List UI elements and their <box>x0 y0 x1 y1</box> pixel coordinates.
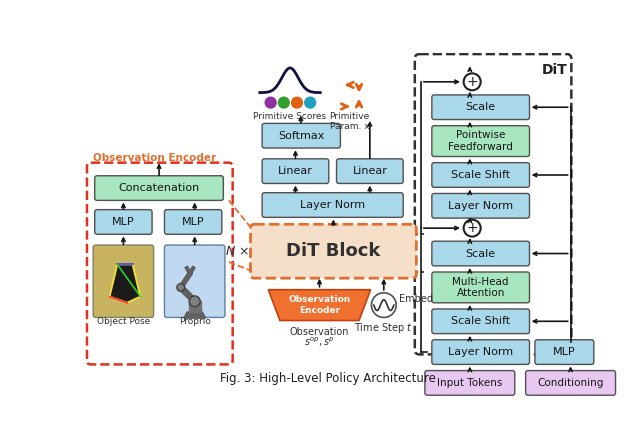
FancyBboxPatch shape <box>432 272 529 303</box>
Circle shape <box>292 97 303 108</box>
FancyBboxPatch shape <box>432 162 529 187</box>
FancyBboxPatch shape <box>432 309 529 334</box>
FancyBboxPatch shape <box>432 126 529 156</box>
Text: Layer Norm: Layer Norm <box>300 200 365 210</box>
Text: Linear: Linear <box>353 166 387 176</box>
Text: Fig. 3: High-Level Policy Architecture: Fig. 3: High-Level Policy Architecture <box>220 372 436 385</box>
FancyBboxPatch shape <box>262 193 403 217</box>
FancyBboxPatch shape <box>262 124 340 148</box>
Text: DiT: DiT <box>542 64 568 78</box>
Circle shape <box>177 283 184 291</box>
FancyBboxPatch shape <box>432 340 529 364</box>
Text: Object Pose: Object Pose <box>97 317 150 326</box>
FancyBboxPatch shape <box>95 176 223 201</box>
FancyBboxPatch shape <box>432 95 529 120</box>
FancyBboxPatch shape <box>525 371 616 395</box>
FancyBboxPatch shape <box>93 245 154 318</box>
Text: Conditioning: Conditioning <box>538 378 604 388</box>
Text: Softmax: Softmax <box>278 131 324 141</box>
Text: $N$ ×: $N$ × <box>225 245 249 258</box>
FancyBboxPatch shape <box>95 210 152 234</box>
Circle shape <box>278 97 289 108</box>
Text: Scale: Scale <box>466 102 496 112</box>
Text: Observation
Encoder: Observation Encoder <box>289 295 351 315</box>
Circle shape <box>371 293 396 318</box>
Text: MLP: MLP <box>112 217 134 227</box>
FancyBboxPatch shape <box>164 245 225 318</box>
Text: Observation: Observation <box>290 328 349 337</box>
Circle shape <box>463 219 481 237</box>
Polygon shape <box>189 301 201 312</box>
Circle shape <box>265 97 276 108</box>
Text: Scale Shift: Scale Shift <box>451 170 510 180</box>
Text: Layer Norm: Layer Norm <box>448 347 513 357</box>
Text: Multi-Head
Attention: Multi-Head Attention <box>452 277 509 298</box>
Text: Embed: Embed <box>399 294 433 304</box>
FancyBboxPatch shape <box>432 194 529 218</box>
Polygon shape <box>109 264 140 303</box>
FancyBboxPatch shape <box>164 210 222 234</box>
FancyBboxPatch shape <box>337 159 403 184</box>
Text: Scale Shift: Scale Shift <box>451 316 510 326</box>
FancyBboxPatch shape <box>535 340 594 364</box>
Circle shape <box>463 73 481 90</box>
Polygon shape <box>184 312 205 318</box>
Text: Layer Norm: Layer Norm <box>448 201 513 211</box>
FancyBboxPatch shape <box>425 371 515 395</box>
Text: Concatenation: Concatenation <box>118 183 200 193</box>
Circle shape <box>189 296 200 307</box>
Text: +: + <box>467 221 478 235</box>
Text: MLP: MLP <box>182 217 204 227</box>
Text: Input Tokens: Input Tokens <box>437 378 502 388</box>
Text: Primitive Scores: Primitive Scores <box>253 112 326 121</box>
Text: MLP: MLP <box>553 347 576 357</box>
Circle shape <box>305 97 316 108</box>
Text: $s^{op}, s^p$: $s^{op}, s^p$ <box>304 336 335 350</box>
Text: Linear: Linear <box>278 166 313 176</box>
Text: Primitive
Param. x: Primitive Param. x <box>330 112 370 131</box>
FancyBboxPatch shape <box>262 159 329 184</box>
Text: +: + <box>467 75 478 89</box>
FancyBboxPatch shape <box>250 224 417 278</box>
Text: Time Step $t$: Time Step $t$ <box>355 321 413 336</box>
Polygon shape <box>268 290 371 321</box>
Text: Proprio: Proprio <box>179 317 211 326</box>
FancyBboxPatch shape <box>432 241 529 266</box>
Text: DiT Block: DiT Block <box>286 242 381 260</box>
Text: Scale: Scale <box>466 248 496 258</box>
Text: Observation Encoder: Observation Encoder <box>93 153 216 162</box>
Text: Pointwise
Feedforward: Pointwise Feedforward <box>448 131 513 152</box>
